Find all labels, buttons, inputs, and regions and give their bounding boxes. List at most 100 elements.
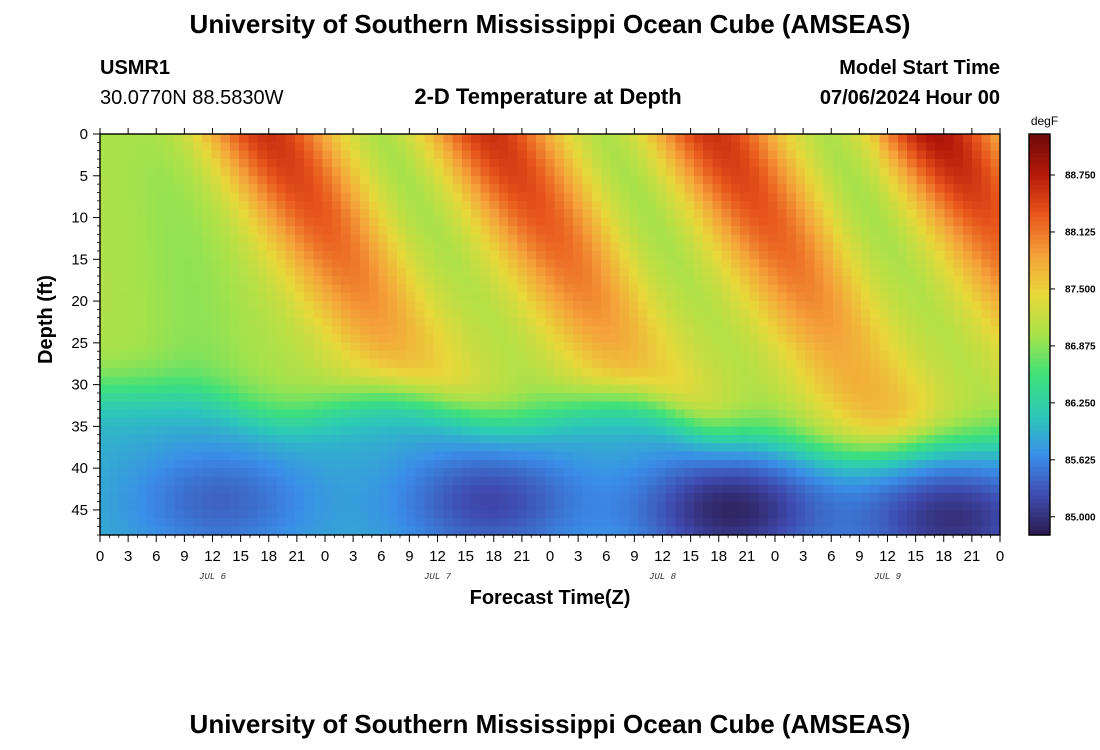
colorbar-segment [1029, 343, 1050, 349]
colorbar-segment [1029, 489, 1050, 495]
colorbar-segment [1029, 466, 1050, 472]
colorbar-segment [1029, 352, 1050, 358]
station-id: USMR1 [100, 57, 171, 79]
colorbar-segment [1029, 188, 1050, 194]
colorbar-segment [1029, 261, 1050, 267]
model-start-value: 07/06/2024 Hour 00 [819, 87, 1000, 109]
colorbar-segment [1029, 393, 1050, 399]
colorbar-segment [1029, 211, 1050, 217]
x-tick-label: 21 [514, 548, 531, 565]
colorbar-segment [1029, 193, 1050, 199]
colorbar-segment [1029, 503, 1050, 509]
colorbar-segment [1029, 448, 1050, 454]
x-tick-label: 18 [485, 548, 502, 565]
colorbar-segment [1029, 252, 1050, 258]
temperature-heatmap [100, 134, 1000, 535]
colorbar-segment [1029, 279, 1050, 285]
colorbar-segment [1029, 411, 1050, 418]
footer-title: University of Southern Mississippi Ocean… [189, 709, 911, 739]
colorbar-segment [1029, 216, 1050, 222]
x-tick-label: 12 [429, 548, 446, 565]
colorbar-segment [1029, 184, 1050, 190]
colorbar-segment [1029, 284, 1050, 290]
colorbar-segment [1029, 234, 1050, 240]
colorbar-segment [1029, 275, 1050, 281]
colorbar-tick-label: 85.625 [1065, 455, 1096, 466]
colorbar-segment [1029, 270, 1050, 276]
colorbar-segment [1029, 161, 1050, 167]
x-tick-label: 6 [827, 548, 835, 565]
colorbar-unit: degF [1031, 114, 1058, 128]
date-label: JUL 7 [424, 572, 452, 582]
colorbar-segment [1029, 516, 1050, 522]
colorbar-segment [1029, 471, 1050, 477]
x-tick-label: 18 [710, 548, 727, 565]
y-tick-label: 5 [80, 168, 88, 185]
colorbar-segment [1029, 156, 1050, 162]
colorbar-segment [1029, 307, 1050, 313]
colorbar-segment [1029, 407, 1050, 413]
colorbar-tick-label: 85.000 [1065, 512, 1096, 523]
x-tick-label: 0 [771, 548, 779, 565]
x-tick-label: 9 [180, 548, 188, 565]
colorbar-segment [1029, 421, 1050, 427]
plot-axes: 0 3 6 9 12 15 18 21 0 3 6 9 12 15 18 21 0 3 6 9 12 15 18 21 0 3 6 9… [35, 126, 1004, 609]
colorbar-segment [1029, 475, 1050, 481]
y-tick-label: 0 [80, 126, 88, 143]
y-tick-label: 25 [71, 335, 88, 352]
colorbar-tick-label: 86.250 [1065, 398, 1096, 409]
colorbar-segment [1029, 165, 1050, 172]
colorbar-segment [1029, 398, 1050, 404]
colorbar-segment [1029, 498, 1050, 504]
colorbar-segment [1029, 439, 1050, 445]
colorbar-segment [1029, 329, 1050, 336]
colorbar-segment [1029, 462, 1050, 468]
colorbar-segment [1029, 452, 1050, 459]
colorbar-frame [1028, 133, 1051, 536]
date-label: JUL 8 [649, 572, 677, 582]
colorbar-segment [1029, 229, 1050, 235]
x-tick-label: 3 [574, 548, 582, 565]
colorbar-segment [1029, 375, 1050, 381]
colorbar-segment [1029, 334, 1050, 340]
x-tick-label: 6 [152, 548, 160, 565]
colorbar-segment [1029, 507, 1050, 513]
x-tick-label: 12 [879, 548, 896, 565]
colorbar-segment [1029, 266, 1050, 272]
colorbar-tick-label: 88.125 [1065, 227, 1096, 238]
colorbar-segment [1029, 247, 1050, 254]
colorbar-segment [1029, 220, 1050, 226]
colorbar-segment [1029, 206, 1050, 213]
y-tick-label: 10 [71, 210, 88, 227]
colorbar-segment [1029, 361, 1050, 367]
colorbar-segment [1029, 138, 1050, 144]
x-tick-label: 9 [855, 548, 863, 565]
colorbar-segment [1029, 380, 1050, 386]
colorbar-segment [1029, 443, 1050, 450]
colorbar-segment [1029, 530, 1050, 536]
colorbar-segment [1029, 134, 1050, 140]
x-tick-label: 21 [289, 548, 306, 565]
colorbar-segment [1029, 298, 1050, 304]
colorbar: 85.000 85.625 86.250 86.875 87.500 88.125 88.7… [1028, 114, 1096, 536]
colorbar-segment [1029, 225, 1050, 231]
x-tick-label: 0 [996, 548, 1004, 565]
x-tick-label: 0 [546, 548, 554, 565]
colorbar-segment [1029, 521, 1050, 527]
colorbar-segment [1029, 370, 1050, 377]
colorbar-segment [1029, 430, 1050, 436]
colorbar-segment [1029, 170, 1050, 176]
date-label: JUL 6 [199, 572, 227, 582]
colorbar-segment [1029, 384, 1050, 390]
x-tick-label: 18 [260, 548, 277, 565]
x-tick-label: 15 [682, 548, 699, 565]
colorbar-segment [1029, 320, 1050, 326]
x-tick-label: 3 [349, 548, 357, 565]
colorbar-segment [1029, 179, 1050, 185]
colorbar-segment [1029, 257, 1050, 263]
colorbar-segment [1029, 152, 1050, 158]
x-tick-label: 21 [739, 548, 756, 565]
y-axis-title: Depth (ft) [35, 275, 57, 364]
station-coordinates: 30.0770N 88.5830W [100, 87, 284, 109]
colorbar-segment [1029, 202, 1050, 208]
